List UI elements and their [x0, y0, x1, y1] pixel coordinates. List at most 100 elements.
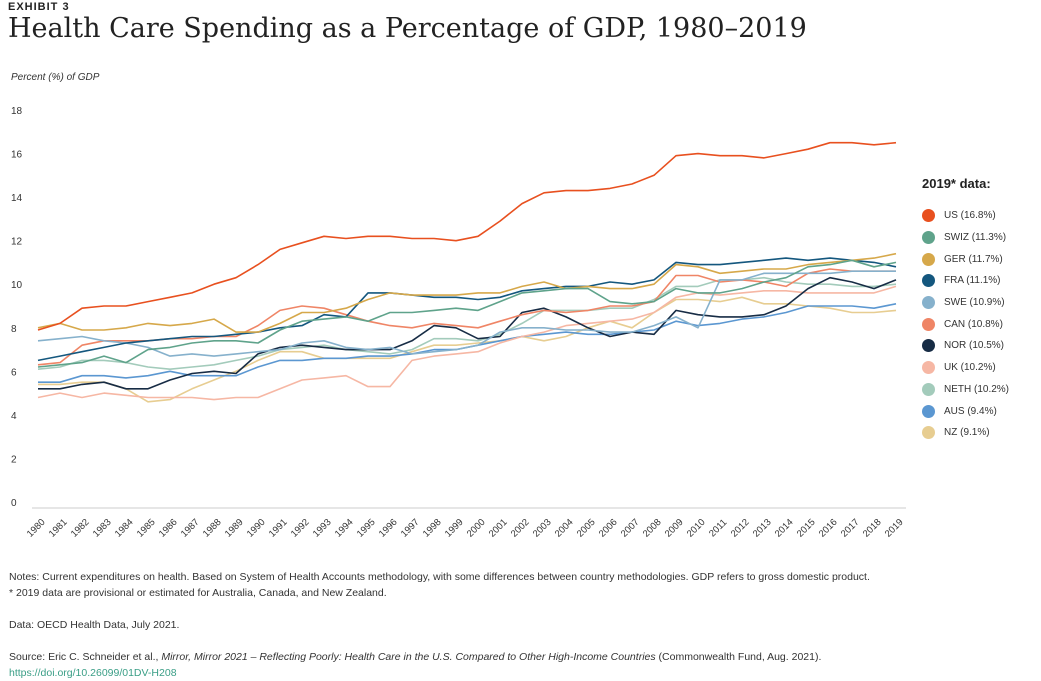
series-line-uk: [37, 285, 897, 401]
legend-swatch: [922, 382, 935, 396]
x-tick-label: 2014: [773, 517, 796, 540]
legend-label: CAN (10.8%): [944, 318, 1003, 330]
x-tick-label: 2011: [707, 517, 729, 539]
series-line-can: [37, 268, 896, 366]
x-tick-label: 2012: [729, 517, 752, 540]
x-tick-label: 2018: [861, 517, 884, 540]
x-tick-label: 2007: [619, 517, 642, 540]
x-tick-label: 1996: [377, 517, 400, 540]
legend-swatch: [922, 426, 935, 440]
y-tick-label: 0: [11, 498, 17, 509]
legend-item-swe: SWE (10.9%): [922, 292, 1009, 314]
x-tick-label: 1981: [47, 517, 70, 540]
y-tick-label: 14: [11, 193, 23, 204]
legend-item-neth: NETH (10.2%): [922, 379, 1009, 401]
x-tick-label: 1990: [245, 517, 268, 540]
legend-item-aus: AUS (9.4%): [922, 400, 1009, 422]
x-tick-label: 1991: [267, 517, 290, 540]
x-tick-label: 1989: [223, 517, 246, 540]
legend-swatch: [922, 209, 935, 223]
legend-label: NETH (10.2%): [944, 383, 1010, 395]
legend-swatch: [922, 274, 935, 288]
legend-label: UK (10.2%): [944, 362, 996, 374]
y-tick-label: 6: [11, 367, 17, 378]
y-tick-label: 18: [11, 106, 23, 117]
series-line-nor: [38, 276, 897, 390]
y-tick-label: 12: [11, 237, 23, 248]
legend-swatch: [922, 317, 935, 331]
x-tick-label: 2017: [839, 517, 862, 540]
x-tick-label: 2001: [487, 517, 510, 540]
legend-label: NOR (10.5%): [944, 340, 1005, 352]
exhibit-label: EXHIBIT 3: [8, 1, 70, 13]
series-line-nz: [38, 296, 897, 403]
data-source: Data: OECD Health Data, July 2021.: [9, 619, 180, 631]
legend-swatch: [922, 361, 935, 375]
legend-swatch: [922, 339, 935, 353]
x-tick-label: 2002: [509, 517, 532, 540]
x-tick-label: 1994: [333, 517, 356, 540]
source-title: Mirror, Mirror 2021 – Reflecting Poorly:…: [161, 651, 656, 663]
y-tick-label: 4: [11, 411, 17, 422]
series-line-fra: [37, 257, 897, 362]
series-line-swiz: [37, 259, 897, 368]
x-tick-label: 2000: [465, 517, 488, 540]
x-tick-label: 1982: [69, 517, 92, 540]
doi-link[interactable]: https://doi.org/10.26099/01DV-H208: [9, 667, 177, 679]
legend-title: 2019* data:: [922, 176, 991, 191]
x-tick-label: 1986: [157, 517, 180, 540]
legend-label: US (16.8%): [944, 210, 996, 222]
series-line-ger: [37, 252, 897, 333]
legend-item-fra: FRA (11.1%): [922, 270, 1009, 292]
legend-label: SWIZ (11.3%): [944, 232, 1007, 244]
x-tick-label: 1987: [179, 517, 202, 540]
legend-swatch: [922, 231, 935, 245]
legend-label: SWE (10.9%): [944, 297, 1005, 309]
y-axis-label: Percent (%) of GDP: [11, 72, 100, 83]
x-tick-label: 1997: [399, 517, 422, 540]
series-line-us: [37, 141, 897, 331]
x-tick-label: 1998: [421, 517, 444, 540]
x-tick-label: 1992: [289, 517, 312, 540]
legend-item-nor: NOR (10.5%): [922, 335, 1009, 357]
series-line-neth: [37, 276, 897, 370]
x-tick-label: 2004: [553, 517, 576, 540]
x-tick-label: 1995: [355, 517, 378, 540]
x-tick-label: 2016: [817, 517, 840, 540]
legend-item-nz: NZ (9.1%): [922, 422, 1009, 444]
y-tick-label: 10: [11, 280, 23, 291]
x-tick-label: 1993: [311, 517, 334, 540]
legend-swatch: [922, 252, 935, 266]
x-tick-label: 2015: [795, 517, 818, 540]
notes-text: Notes: Current expenditures on health. B…: [9, 571, 870, 583]
x-tick-label: 2009: [663, 517, 686, 540]
x-tick-label: 2010: [685, 517, 708, 540]
source-suffix: (Commonwealth Fund, Aug. 2021).: [655, 651, 822, 663]
y-tick-label: 8: [11, 324, 17, 335]
chart-title: Health Care Spending as a Percentage of …: [8, 13, 807, 44]
x-tick-label: 1983: [91, 517, 114, 540]
x-tick-label: 1985: [135, 517, 158, 540]
legend-swatch: [922, 296, 935, 310]
x-tick-label: 2003: [531, 517, 554, 540]
x-tick-label: 1984: [113, 517, 136, 540]
source-prefix: Source: Eric C. Schneider et al.,: [9, 651, 162, 663]
legend-item-can: CAN (10.8%): [922, 313, 1009, 335]
legend-label: AUS (9.4%): [944, 405, 997, 417]
legend: 2019* data: US (16.8%) SWIZ (11.3%) GER (1…: [922, 176, 1009, 444]
legend-label: NZ (9.1%): [944, 427, 990, 439]
legend-item-uk: UK (10.2%): [922, 357, 1009, 379]
x-tick-label: 2006: [597, 517, 620, 540]
source-citation: Source: Eric C. Schneider et al., Mirror…: [9, 649, 870, 665]
legend-item-us: US (16.8%): [922, 205, 1009, 227]
y-tick-label: 16: [11, 150, 23, 161]
notes: Notes: Current expenditures on health. B…: [9, 569, 870, 681]
legend-label: GER (11.7%): [944, 253, 1003, 265]
x-tick-label: 1999: [443, 517, 466, 540]
x-tick-label: 2005: [575, 517, 598, 540]
legend-item-ger: GER (11.7%): [922, 248, 1009, 270]
footnote: * 2019 data are provisional or estimated…: [9, 587, 387, 599]
x-tick-label: 2008: [641, 517, 664, 540]
legend-label: FRA (11.1%): [944, 275, 1001, 287]
